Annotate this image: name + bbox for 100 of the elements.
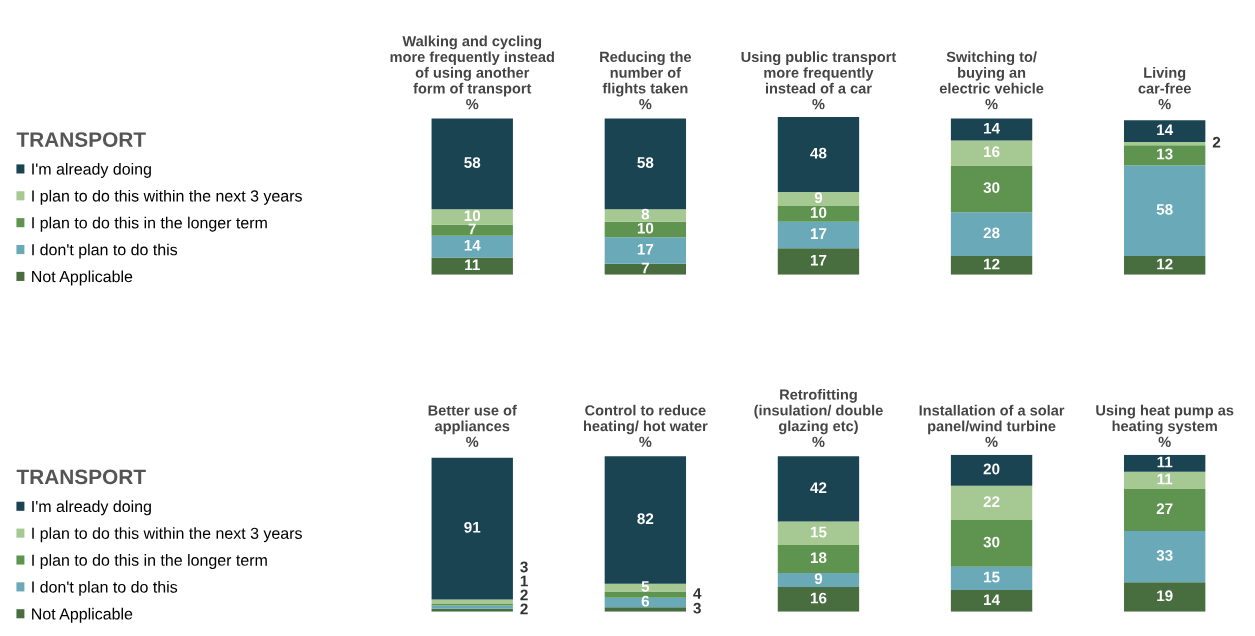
- legend-label: I'm already doing: [32, 500, 151, 516]
- bar: [950, 165, 1033, 213]
- data-label: 5: [641, 581, 650, 592]
- bar: [950, 520, 1033, 567]
- bar: [431, 209, 513, 225]
- bar: [1124, 488, 1206, 531]
- bar: [950, 485, 1033, 521]
- data-label: 11: [1157, 456, 1173, 468]
- bar: [1124, 471, 1206, 489]
- legend-label: I'm already doing: [32, 163, 151, 178]
- data-label: 12: [984, 258, 1000, 270]
- bar: [431, 599, 513, 605]
- bar: [950, 140, 1033, 166]
- data-label: 17: [637, 243, 654, 255]
- data-label: 4: [693, 588, 702, 599]
- data-label: 13: [1157, 148, 1173, 160]
- data-label: 30: [983, 182, 1000, 193]
- data-label: 2: [520, 603, 528, 615]
- legend-title: TRANSPORT: [16, 469, 146, 485]
- bar: [777, 206, 860, 222]
- data-label: 2: [520, 589, 528, 601]
- data-label: 1: [520, 575, 528, 587]
- bar: [950, 590, 1033, 612]
- legend-label: I plan to do this in the longer term: [32, 554, 267, 569]
- data-label: 82: [637, 513, 654, 525]
- bar: [777, 572, 860, 587]
- data-label: 10: [637, 222, 654, 234]
- data-label: 15: [810, 526, 827, 538]
- x-tick-label: Reducing the number of flights taken %: [600, 51, 692, 110]
- data-label: 14: [464, 240, 481, 251]
- bar: [1124, 256, 1206, 275]
- data-label: 58: [637, 157, 654, 168]
- data-label: 58: [464, 157, 481, 168]
- bar: [604, 209, 687, 222]
- data-label: 3: [520, 561, 528, 573]
- x-tick-label: Living car-free %: [1138, 67, 1191, 110]
- bar: [777, 221, 860, 249]
- data-label: 11: [465, 259, 480, 271]
- legend-label: I don't plan to do this: [32, 243, 178, 259]
- data-label: 30: [983, 536, 1000, 548]
- bar: [950, 118, 1033, 141]
- bar: [950, 454, 1033, 486]
- data-label: 33: [1156, 549, 1173, 561]
- x-tick-label: Retrofitting (insulation/ double glazing etc) %: [754, 389, 883, 447]
- data-label: 8: [641, 208, 650, 220]
- data-label: 17: [810, 254, 827, 266]
- bar: [1124, 142, 1206, 146]
- bar: [431, 224, 513, 236]
- data-label: 27: [1156, 503, 1173, 514]
- data-label: 2: [1212, 136, 1221, 148]
- data-label: 16: [984, 146, 1000, 158]
- data-label: 19: [1157, 590, 1173, 602]
- data-label: 12: [1157, 258, 1173, 270]
- bar: [431, 235, 513, 258]
- bar: [604, 597, 687, 608]
- data-label: 16: [810, 592, 827, 604]
- bar: [777, 456, 860, 522]
- legend-label: Not Applicable: [32, 607, 133, 623]
- bar: [604, 583, 687, 592]
- bar: [950, 566, 1033, 591]
- data-label: 22: [983, 496, 1000, 507]
- bar: [431, 457, 513, 600]
- data-label: 7: [641, 262, 649, 274]
- bar: [777, 191, 860, 207]
- data-label: 9: [814, 192, 823, 204]
- data-label: 7: [468, 223, 476, 235]
- x-tick-label: Control to reduce heating/ hot water %: [583, 404, 708, 447]
- data-label: 11: [1157, 473, 1173, 485]
- bar: [777, 544, 860, 573]
- data-label: 15: [984, 571, 1000, 583]
- data-label: 9: [814, 573, 823, 585]
- legend-label: I plan to do this within the next 3 years: [32, 189, 302, 205]
- data-label: 91: [464, 521, 481, 533]
- x-tick-label: Using heat pump as heating system %: [1096, 404, 1234, 447]
- data-label: 18: [810, 552, 827, 564]
- x-tick-label: Walking and cycling more frequently instead of using another form of transport %: [390, 35, 554, 110]
- data-label: 48: [810, 147, 827, 159]
- legend-label: Not Applicable: [32, 270, 133, 286]
- bar: [1124, 165, 1206, 257]
- x-tick-label: Switching to/ buying an electric vehicle %: [939, 51, 1044, 110]
- data-label: 58: [1156, 204, 1173, 215]
- data-label: 14: [984, 122, 1000, 134]
- x-tick-label: Installation of a solar panel/wind turbine %: [919, 404, 1065, 447]
- data-label: 28: [983, 227, 1000, 239]
- legend-label: I plan to do this within the next 3 years: [32, 527, 302, 543]
- bar: [1124, 145, 1206, 166]
- data-label: 42: [810, 482, 827, 493]
- bar: [1124, 454, 1206, 472]
- bar: [777, 586, 860, 612]
- bar: [431, 118, 513, 210]
- x-tick-label: Using public transport more frequently instead of a car %: [741, 51, 897, 110]
- legend-title: TRANSPORT: [16, 132, 146, 147]
- bar: [777, 521, 860, 545]
- data-label: 17: [810, 228, 827, 239]
- data-label: 14: [984, 594, 1000, 605]
- data-label: 14: [1157, 124, 1174, 136]
- bar: [777, 248, 860, 275]
- bar: [604, 118, 687, 210]
- bar: [1124, 120, 1206, 143]
- bar: [777, 117, 860, 192]
